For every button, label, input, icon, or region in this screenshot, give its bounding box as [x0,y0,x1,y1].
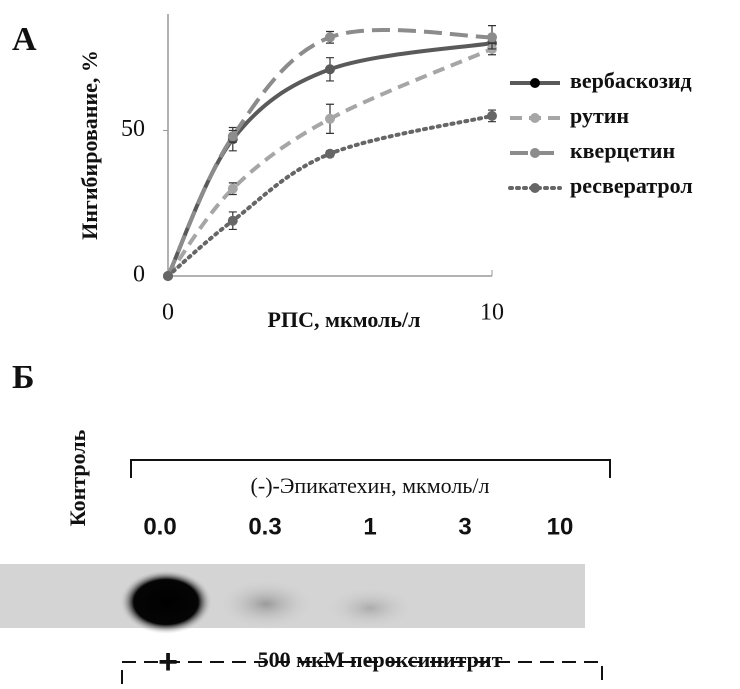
chart-a: А Ингибирование, % РПС, мкмоль/л 0 50 0 10 в… [12,14,693,332]
data-point [228,131,238,141]
y-tick-label: 50 [121,116,145,142]
panel-label: А [12,21,37,58]
blot-spot [324,586,416,630]
series-line [168,116,492,276]
data-point [163,271,173,281]
data-point [325,32,335,42]
x-axis-label: РПС, мкмоль/л [268,307,421,332]
treatment-label: 500 мкМ пероксинитрит [258,647,503,672]
panel-b: Б Контроль (-)-Эпикатехин, мкмоль/л + 50… [0,359,610,684]
lane-label: 0.0 [143,513,176,540]
x-tick-label: 10 [480,300,504,326]
blot-spot [120,570,212,634]
legend-marker [530,148,540,158]
panel-label: Б [12,359,34,396]
plus-sign: + [158,643,178,681]
legend-label: кверцетин [570,138,675,163]
data-point [325,149,335,159]
blot-spot [216,578,316,630]
y-axis-label: Ингибирование, % [77,50,102,240]
x-tick-label: 0 [162,300,174,326]
control-label: Контроль [65,429,90,526]
legend-label: вербаскозид [570,68,692,93]
legend-marker [530,113,540,123]
group-label: (-)-Эпикатехин, мкмоль/л [251,473,490,498]
figure: А Ингибирование, % РПС, мкмоль/л 0 50 0 10 в… [0,0,740,684]
legend-marker [530,78,540,88]
data-point [228,184,238,194]
data-point [228,216,238,226]
lane-label: 10 [547,513,574,540]
data-point [325,114,335,124]
legend-marker [530,183,540,193]
lane-label: 3 [458,513,471,540]
legend-label: ресвератрол [570,173,693,198]
legend-label: рутин [570,103,629,128]
data-point [487,111,497,121]
lane-label: 1 [363,513,376,540]
y-tick-label: 0 [133,262,145,288]
data-point [325,64,335,74]
data-point [487,32,497,42]
lane-label: 0.3 [248,513,281,540]
